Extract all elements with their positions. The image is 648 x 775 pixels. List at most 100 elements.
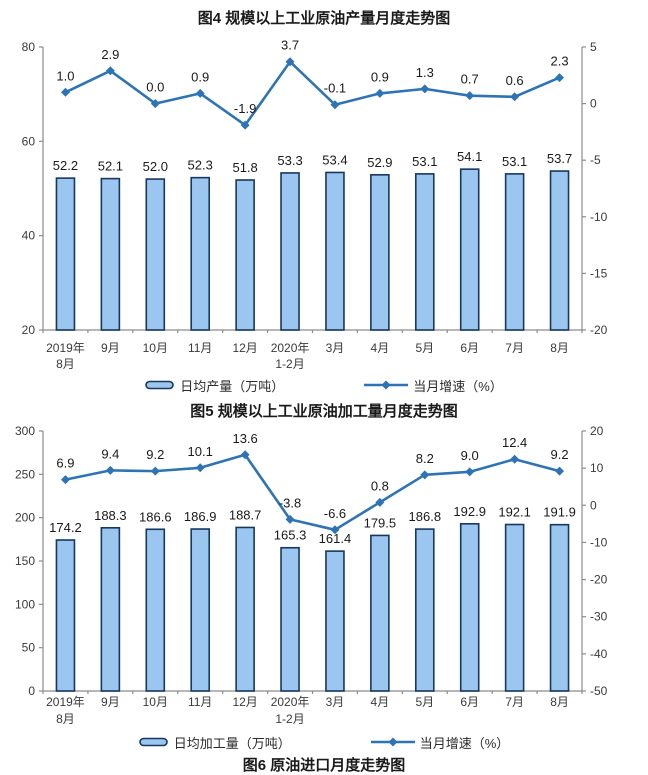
bar-value-label: 179.5 <box>364 515 397 530</box>
bar <box>370 534 390 692</box>
line-marker <box>150 466 160 476</box>
x-category-label: 7月 <box>505 695 524 709</box>
line-value-label: -3.8 <box>279 495 301 510</box>
bar-value-label: 188.7 <box>229 507 262 522</box>
right-tick-label: -40 <box>590 647 608 661</box>
line-marker <box>105 66 115 76</box>
bar-value-label: 186.9 <box>184 509 217 524</box>
right-tick-label: 10 <box>590 461 604 475</box>
line-value-label: 2.9 <box>101 47 119 62</box>
line-value-label: 0.9 <box>191 69 209 84</box>
x-category-label: 6月 <box>460 341 479 355</box>
line-value-label: 9.2 <box>551 447 569 462</box>
right-tick-label: -50 <box>590 684 608 698</box>
bar-value-label: 54.1 <box>457 149 482 164</box>
left-tick-label: 80 <box>22 40 36 54</box>
bar-value-label: 53.1 <box>502 154 527 169</box>
line-marker <box>555 466 565 476</box>
right-tick-label: -5 <box>590 153 601 167</box>
line-marker <box>285 57 295 67</box>
line-value-label: 0.8 <box>371 478 389 493</box>
left-tick-label: 40 <box>22 229 36 243</box>
bar-value-label: 191.9 <box>543 505 576 520</box>
figure5-legend: 日均加工量（万吨） 当月增速（%） <box>0 732 648 752</box>
bar-value-label: 186.6 <box>139 509 172 524</box>
right-tick-label: 20 <box>590 424 604 438</box>
line-value-label: 9.0 <box>461 448 479 463</box>
line-value-label: 3.7 <box>281 38 299 53</box>
right-tick-label: -10 <box>590 535 608 549</box>
line-value-label: 6.9 <box>56 456 74 471</box>
legend-label: 当月增速（%） <box>413 378 503 394</box>
left-tick-label: 50 <box>22 641 36 655</box>
growth-line <box>65 453 560 532</box>
figure6-title: 图6 原油进口月度走势图 <box>242 757 406 774</box>
bar-value-label: 52.2 <box>53 158 78 173</box>
line-marker <box>285 514 295 524</box>
x-category-label: 4月 <box>371 695 390 709</box>
bar-value-label: 165.3 <box>274 528 307 543</box>
right-tick-label: -30 <box>590 610 608 624</box>
line-marker <box>105 465 115 475</box>
legend-line-marker <box>388 737 398 747</box>
left-tick-label: 20 <box>22 323 36 337</box>
bar-swatch-icon <box>145 380 175 390</box>
line-value-label: 8.2 <box>416 451 434 466</box>
x-category-label: 2019年 <box>46 695 85 709</box>
legend-label: 日均加工量（万吨） <box>173 735 291 751</box>
x-category-label: 7月 <box>505 341 524 355</box>
legend-bar-swatch <box>138 737 168 747</box>
bar <box>190 528 211 692</box>
bar <box>55 539 76 692</box>
line-marker <box>510 454 520 464</box>
x-category-label: 3月 <box>326 341 345 355</box>
bar-value-label: 53.7 <box>547 151 572 166</box>
right-tick-label: 5 <box>590 40 597 54</box>
left-tick-label: 100 <box>15 597 35 611</box>
line-value-label: 0.7 <box>461 72 479 87</box>
right-tick-label: -20 <box>590 573 608 587</box>
legend-bar-swatch <box>145 380 175 390</box>
bar <box>235 179 255 331</box>
x-category-label: 3月 <box>326 695 345 709</box>
x-category-label: 5月 <box>415 341 434 355</box>
line-value-label: -6.6 <box>324 506 346 521</box>
line-marker <box>60 87 70 97</box>
bar-swatch-icon <box>138 737 168 747</box>
x-category-label: 8月 <box>56 357 75 371</box>
figure5-title: 图5 规模以上工业原油加工量月度走势图 <box>190 403 458 420</box>
bar-value-label: 186.8 <box>409 509 442 524</box>
x-category-label: 8月 <box>550 695 569 709</box>
line-marker <box>420 84 430 94</box>
line-value-label: 0.9 <box>371 69 389 84</box>
x-category-label: 9月 <box>101 695 120 709</box>
bar-value-label: 52.3 <box>188 158 213 173</box>
line-swatch-icon <box>370 737 415 747</box>
line-marker <box>150 99 160 109</box>
line-value-label: 13.6 <box>232 431 257 446</box>
line-marker <box>555 73 565 83</box>
legend-line-marker <box>381 380 391 390</box>
x-category-label: 10月 <box>143 695 168 709</box>
right-tick-label: 0 <box>590 498 597 512</box>
x-category-label: 2020年 <box>271 341 310 355</box>
bar <box>504 173 525 331</box>
bar-value-label: 52.0 <box>143 159 168 174</box>
line-value-label: 1.3 <box>416 65 434 80</box>
legend-item-line: 当月增速（%） <box>364 376 503 395</box>
left-tick-label: 0 <box>28 684 35 698</box>
line-value-label: 1.0 <box>56 68 74 83</box>
bar-value-label: 174.2 <box>49 520 82 535</box>
bar <box>100 177 121 331</box>
left-tick-label: 300 <box>15 424 35 438</box>
line-value-label: 2.3 <box>551 54 569 69</box>
x-category-label: 4月 <box>371 341 390 355</box>
figure4-legend: 日均产量（万吨） 当月增速（%） <box>0 375 648 395</box>
bar <box>549 170 570 331</box>
x-category-label: 5月 <box>415 695 434 709</box>
x-category-label: 11月 <box>188 341 212 355</box>
x-category-label: 12月 <box>232 695 257 709</box>
bar <box>280 172 300 331</box>
figure5-chart: 050100150200250300-50-40-30-20-100102020… <box>15 424 608 726</box>
line-marker <box>240 120 250 130</box>
